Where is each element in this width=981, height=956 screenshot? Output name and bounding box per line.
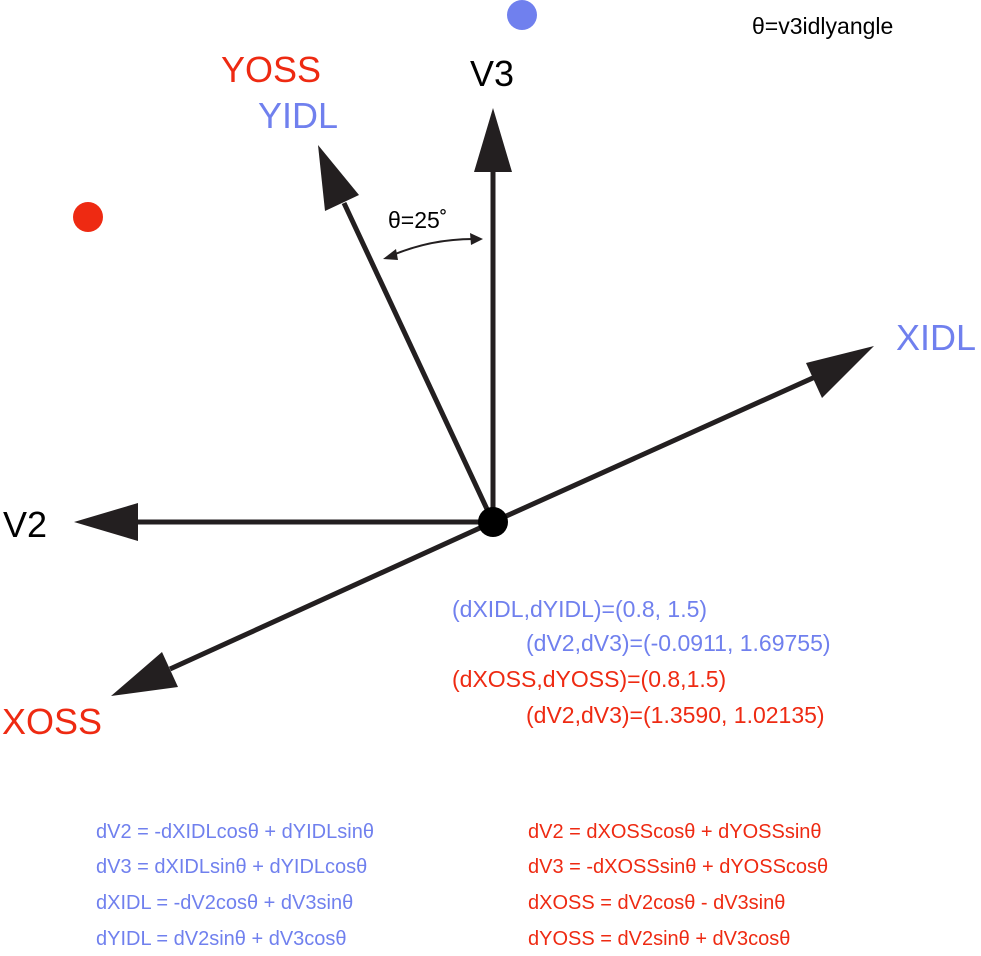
angle-arc-arrowhead-left <box>383 249 398 260</box>
oss-equation: dV2 = dXOSScosθ + dYOSSsinθ <box>528 821 822 843</box>
yoss-axis-label: YOSS <box>221 49 322 90</box>
idl-output-example: (dV2,dV3)=(-0.0911, 1.69755) <box>526 630 831 656</box>
oss-equation: dV3 = -dXOSSsinθ + dYOSScosθ <box>528 856 829 878</box>
angle-arc-arrowhead-right <box>470 233 483 245</box>
angle-arc <box>387 237 479 258</box>
xoss-arrowhead <box>111 652 178 696</box>
xidl-axis-line <box>491 374 817 525</box>
oss-output-example: (dV2,dV3)=(1.3590, 1.02135) <box>526 702 825 728</box>
xoss-axis-line <box>168 519 495 672</box>
v3-arrowhead <box>474 108 512 172</box>
v2-axis-label: V2 <box>3 504 48 545</box>
idl-equation: dV3 = dXIDLsinθ + dYIDLcosθ <box>96 856 368 878</box>
idl-equation: dV2 = -dXIDLcosθ + dYIDLsinθ <box>96 821 374 843</box>
idl-equation: dXIDL = -dV2cosθ + dV3sinθ <box>96 892 354 914</box>
angle-definition-note: θ=v3idlyangle <box>752 13 894 39</box>
red-reference-dot <box>73 202 103 232</box>
oss-input-example: (dXOSS,dYOSS)=(0.8,1.5) <box>452 666 727 692</box>
v3-axis-label: V3 <box>470 53 515 94</box>
oss-equation: dXOSS = dV2cosθ - dV3sinθ <box>528 892 786 914</box>
angle-label: θ=25˚ <box>388 207 448 233</box>
xidl-arrowhead <box>806 346 874 398</box>
idl-equation: dYIDL = dV2sinθ + dV3cosθ <box>96 928 347 950</box>
origin-point <box>478 507 508 537</box>
xidl-axis-label: XIDL <box>896 317 977 358</box>
idl-input-example: (dXIDL,dYIDL)=(0.8, 1.5) <box>452 596 708 622</box>
v2-arrowhead <box>74 503 138 541</box>
oss-equation: dYOSS = dV2sinθ + dV3cosθ <box>528 928 791 950</box>
yidl-axis-line <box>341 201 496 524</box>
yidl-arrowhead <box>318 145 359 211</box>
blue-reference-dot <box>507 0 537 30</box>
xoss-axis-label: XOSS <box>2 701 103 742</box>
yidl-axis-label: YIDL <box>258 95 339 136</box>
